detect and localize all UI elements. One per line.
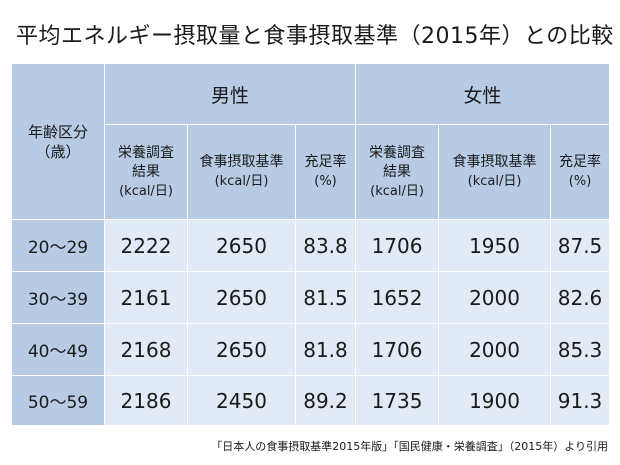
female-rate-header: 充足率 (%) — [550, 124, 611, 220]
male-standard-header: 食事摂取基準 (kcal/日) — [187, 124, 296, 220]
table-row: 20～29 2222 2650 83.8 1706 1950 87.5 — [11, 219, 611, 272]
age-cell: 40～49 — [11, 323, 105, 376]
value-cell: 81.5 — [294, 271, 357, 324]
value-cell: 83.8 — [294, 219, 357, 272]
value-cell: 2000 — [438, 323, 552, 376]
value-cell: 91.3 — [550, 375, 611, 426]
value-cell: 2650 — [187, 219, 296, 272]
page-title: 平均エネルギー摂取量と食事摂取基準（2015年）との比較 — [16, 24, 614, 49]
comparison-table: 年齢区分 （歳） 男性 女性 栄養調査 結果 (kcal/日) 食事摂取基準 (… — [11, 63, 611, 426]
value-cell: 1652 — [355, 271, 440, 324]
value-cell: 1706 — [355, 219, 440, 272]
value-cell: 85.3 — [550, 323, 611, 376]
value-cell: 89.2 — [294, 375, 357, 426]
value-cell: 1735 — [355, 375, 440, 426]
female-standard-header: 食事摂取基準 (kcal/日) — [438, 124, 552, 220]
table-row: 50～59 2186 2450 89.2 1735 1900 91.3 — [11, 375, 611, 426]
value-cell: 2222 — [104, 219, 188, 272]
male-group-header: 男性 — [103, 63, 357, 125]
value-cell: 2168 — [104, 323, 188, 376]
value-cell: 2650 — [187, 323, 296, 376]
value-cell: 2000 — [438, 271, 552, 324]
age-cell: 30～39 — [11, 271, 105, 324]
value-cell: 87.5 — [550, 219, 611, 272]
value-cell: 1900 — [438, 375, 552, 426]
value-cell: 1950 — [438, 219, 552, 272]
value-cell: 82.6 — [550, 271, 611, 324]
male-rate-header: 充足率 (%) — [294, 124, 357, 220]
value-cell: 2161 — [104, 271, 188, 324]
age-cell: 20～29 — [11, 219, 105, 272]
table-row: 30～39 2161 2650 81.5 1652 2000 82.6 — [11, 271, 611, 324]
value-cell: 81.8 — [294, 323, 357, 376]
source-note: 「日本人の食事摂取基準2015年版」「国民健康・栄養調査」（2015年）より引用 — [211, 440, 608, 453]
age-cell: 50～59 — [11, 375, 105, 426]
age-group-header: 年齢区分 （歳） — [11, 63, 105, 220]
female-survey-header: 栄養調査 結果 (kcal/日) — [355, 124, 440, 220]
value-cell: 1706 — [355, 323, 440, 376]
value-cell: 2650 — [187, 271, 296, 324]
table-row: 40～49 2168 2650 81.8 1706 2000 85.3 — [11, 323, 611, 376]
value-cell: 2186 — [104, 375, 188, 426]
female-group-header: 女性 — [355, 63, 611, 125]
male-survey-header: 栄養調査 結果 (kcal/日) — [104, 124, 188, 220]
value-cell: 2450 — [187, 375, 296, 426]
